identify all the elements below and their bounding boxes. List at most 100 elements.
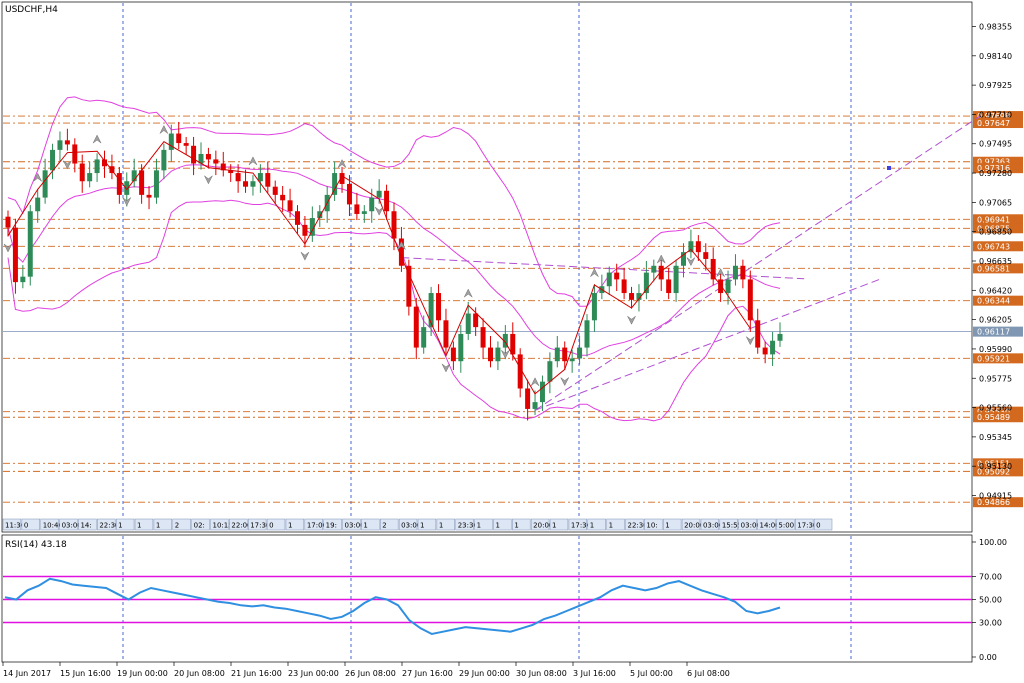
candle-body [131,170,137,182]
level-tag-bg [973,156,1023,167]
trend-line-anchor [887,166,891,170]
candle-body [12,227,18,283]
fractal-up-arrow [590,268,599,277]
candle-body [183,143,189,146]
candle-body [421,327,427,348]
time-tag-label: 11:30 [5,522,25,530]
level-tag-bg [973,263,1023,274]
candle-body [695,241,701,253]
time-tag-bg [172,518,191,531]
candle-body [176,133,182,144]
candle-body [473,313,479,328]
level-tag-label: 0.96581 [977,264,1010,273]
candle-body [309,218,315,236]
price-tick-label: 0.98355 [979,22,1012,31]
price-tick-label: 0.96850 [979,228,1012,237]
time-tag-label: 1 [590,522,594,530]
time-tag-bg [455,518,474,531]
candle-body [569,358,575,362]
candle-body [428,293,434,328]
candle-body [384,190,390,212]
rsi-line [4,577,781,636]
level-tag-bg [973,406,1023,417]
level-tag-label: 0.96743 [977,242,1010,251]
candle-body [161,149,167,171]
candle-body [629,293,635,300]
bid-tag-bg [973,326,1023,337]
level-tag-bg [973,497,1023,508]
candle-body [584,320,590,348]
candle-body [376,190,382,198]
candle-body [72,144,78,164]
candle-body [243,181,249,187]
time-tag-bg [776,518,795,531]
candle-body [666,279,672,294]
fractal-arrows [3,124,755,387]
fractal-up-arrow [248,156,258,166]
candle-body [621,279,627,294]
rsi-tick-label: 30.00 [979,619,1002,628]
time-tag-label: 03:00 [345,522,365,530]
level-tag-bg [973,214,1023,225]
time-tag-label: 1 [514,522,518,530]
fractal-up-arrow [159,124,169,134]
time-tag-label: 1 [137,522,141,530]
candle-body [332,173,338,195]
time-tag-label: 0 [269,522,273,530]
candle-body [547,361,553,382]
time-tag-label: 14: [80,522,91,530]
time-tag-bg [229,518,248,531]
candle-body [94,159,100,174]
candle-body [64,140,70,145]
fractal-down-arrow [122,197,131,207]
candle-body [265,173,271,187]
time-tag-label: 1 [609,522,613,530]
candle-body [280,194,286,201]
bid-tag-label: 0.96117 [977,328,1010,337]
time-tag-label: 0 [24,522,28,530]
time-tag-label: 17:00 [307,522,327,530]
price-tick-label: 0.96635 [979,257,1012,266]
candle-body [577,347,583,359]
fractal-up-arrow [337,159,347,168]
time-tag-bg [97,518,116,531]
candle-body [643,272,649,294]
candle-body [153,170,159,198]
time-tag-label: 1 [552,522,556,530]
candle-body [361,211,367,214]
time-tag-label: 10: [646,522,657,530]
time-tag-label: 20:00 [684,522,704,530]
price-tick-label: 0.95775 [979,374,1012,383]
level-tag-bg [973,295,1023,306]
candle-body [27,211,33,277]
candle-body [688,241,694,253]
zigzag-line [7,141,751,395]
rsi-label: RSI(14) 43.18 [5,540,67,550]
candle-body [740,265,746,280]
rsi-tick-label: 100.00 [979,538,1007,547]
level-tag-bg [973,163,1023,174]
time-tag-label: 03:00 [741,522,761,530]
level-tag-bg [973,466,1023,477]
candle-body [658,265,664,280]
rsi-panel: 100.00 70.00 50.00 30.00 0.00 [3,538,1007,662]
time-tag-label: 1 [420,522,424,530]
time-tag-bg [813,518,833,531]
time-tag-label: 19: [326,522,337,530]
candle-body [614,272,620,280]
price-tick-label: 0.97495 [979,140,1012,149]
bb-middle [7,164,781,356]
fractal-down-arrow [63,160,72,170]
time-tag-bg [568,518,588,531]
zigzag [7,141,751,395]
time-tick-label: 29 Jun 00:00 [459,669,510,678]
price-tick-label: 0.97925 [979,81,1012,90]
candle-body [391,211,397,239]
level-tag-label: 0.95921 [977,354,1010,363]
time-tick-label: 15 Jun 16:00 [60,669,111,678]
time-tag-bg [474,518,493,531]
time-tag-label: 03:00 [703,522,723,530]
price-tick-label: 0.96420 [979,286,1012,295]
